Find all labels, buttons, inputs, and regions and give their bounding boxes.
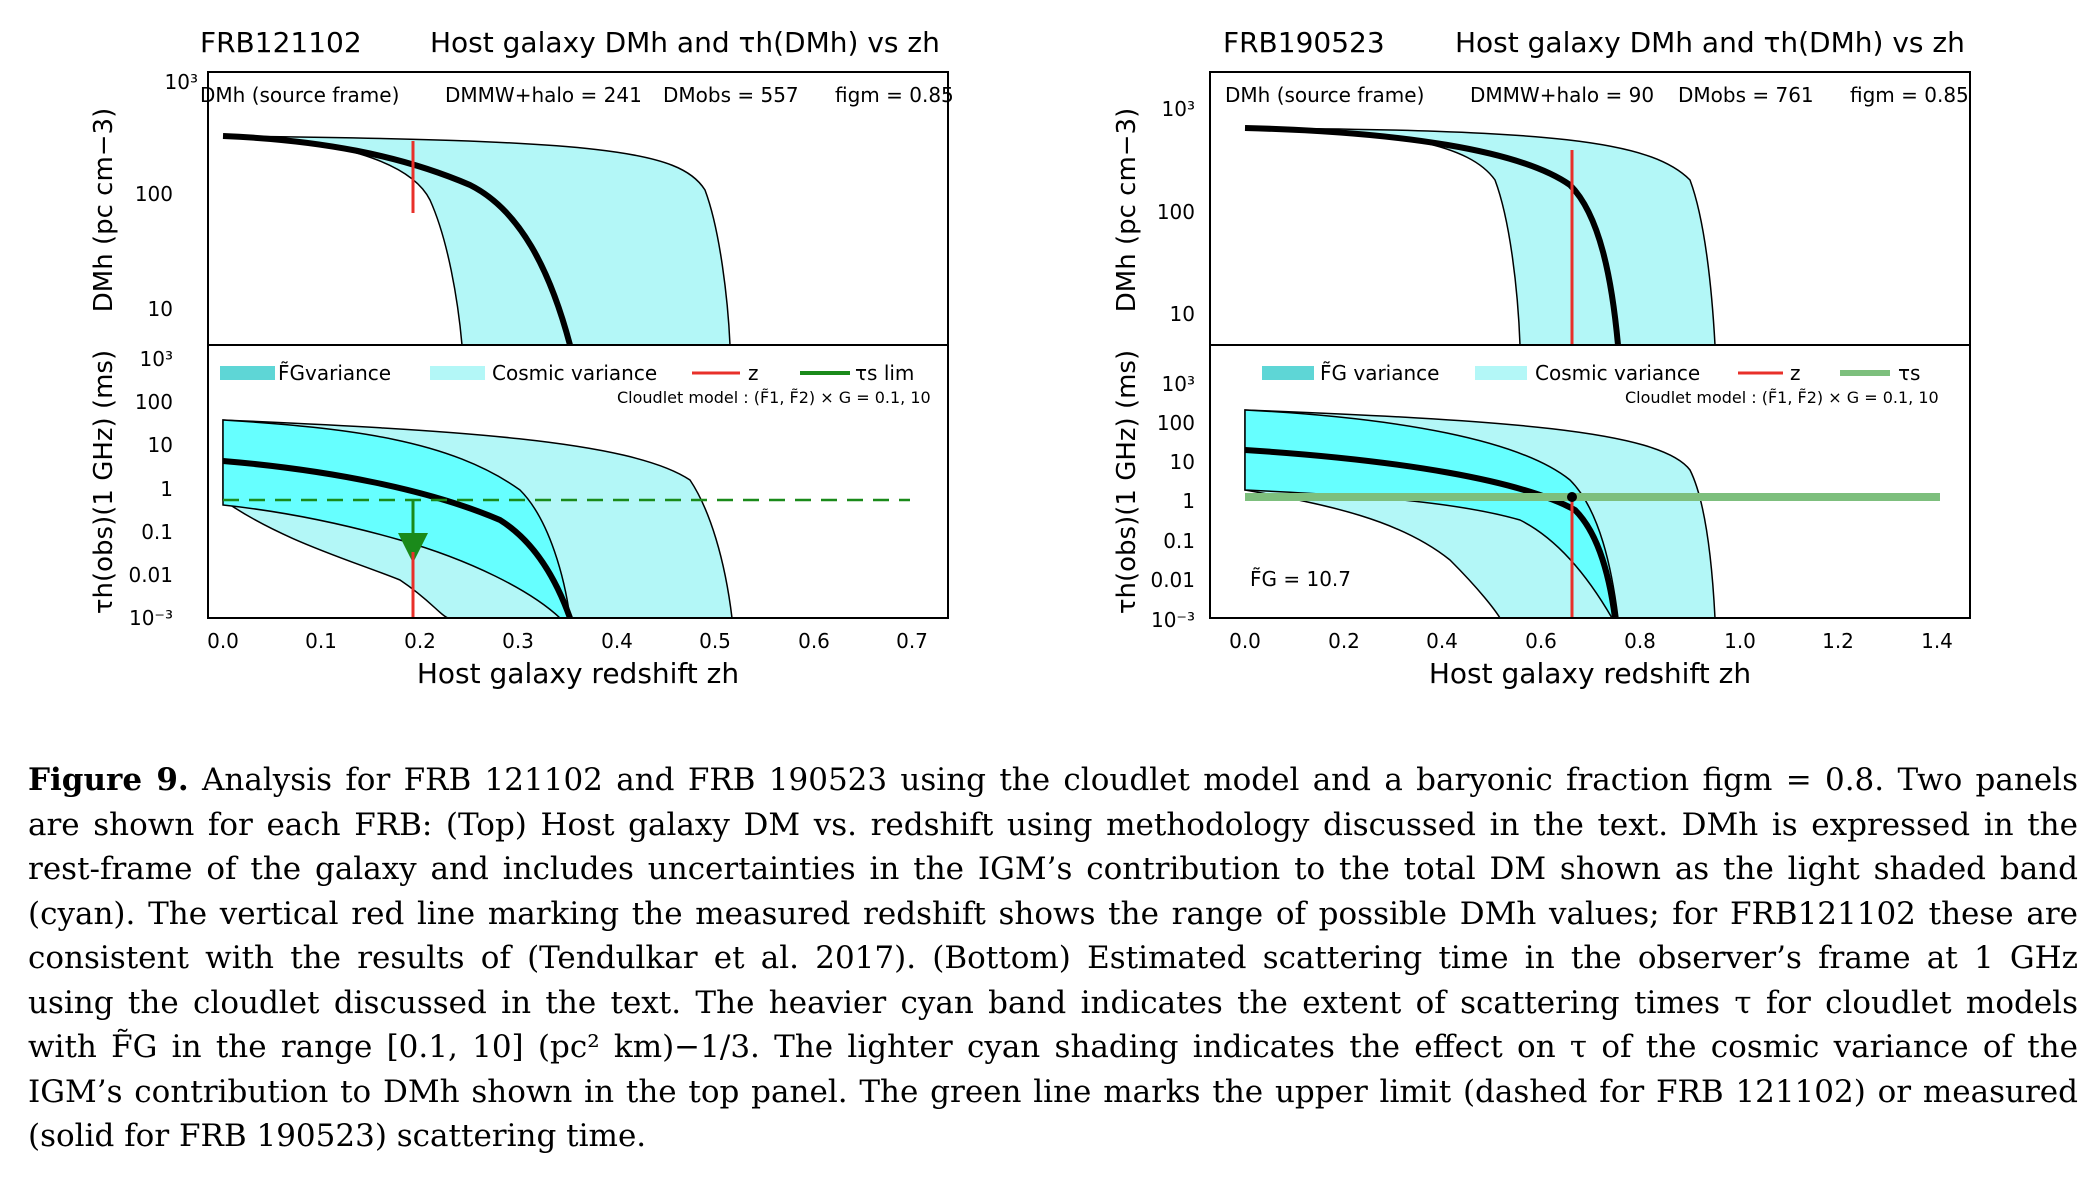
figure-caption: Figure 9. Analysis for FRB 121102 and FR… (28, 758, 2078, 1159)
caption-text: Analysis for FRB 121102 and FRB 190523 u… (202, 762, 2079, 798)
left-xlabel: Host galaxy redshift zh (417, 657, 739, 690)
right-top-ylabel: DMh (pc cm−3) (1112, 108, 1142, 313)
right-legend-fg: F̃G variance (1320, 361, 1439, 385)
left-legend-tau: τs lim (855, 361, 914, 385)
right-bottom-ytick: 0.01 (1150, 568, 1195, 592)
right-xtick: 0.0 (1229, 629, 1261, 653)
right-top-ytick: 100 (1157, 200, 1195, 224)
legend-swatch-cosmic (430, 366, 485, 380)
left-frb-name: FRB121102 (200, 26, 362, 59)
left-bottom-tau-curve (222, 458, 573, 620)
left-xtick: 0.0 (207, 629, 239, 653)
caption-line-3: rest-frame of the galaxy and includes un… (28, 851, 2078, 887)
caption-line-4: (cyan). The vertical red line marking th… (28, 895, 2078, 932)
left-legend-z: z (748, 361, 759, 385)
right-model-note: Cloudlet model : (F̃1, F̃2) × G = 0.1, 1… (1625, 388, 1939, 407)
left-bottom-ytick: 1 (160, 477, 173, 501)
right-bottom-ytick: 100 (1157, 411, 1195, 435)
right-bottom-ytick: 10 (1170, 450, 1195, 474)
right-panel: FRB190523 Host galaxy DMh and τh(DMh) vs… (1112, 26, 1971, 690)
right-xtick: 0.8 (1624, 629, 1656, 653)
right-annot-source-frame: DMh (source frame) (1225, 83, 1424, 107)
right-xtick: 0.2 (1328, 629, 1360, 653)
left-annot-dm-mw: DMMW+halo = 241 (445, 83, 642, 107)
legend-swatch-cosmic (1475, 366, 1527, 380)
right-bottom-axes: F̃G variance Cosmic variance z τs Cloudl… (1112, 344, 1971, 690)
right-top-ytick: 10 (1170, 302, 1195, 326)
left-annot-source-frame: DMh (source frame) (200, 83, 399, 107)
left-xtick: 0.6 (798, 629, 830, 653)
left-bottom-ytick: 10⁻³ (129, 606, 173, 630)
right-annot-dm-mw: DMMW+halo = 90 (1470, 83, 1654, 107)
left-model-note: Cloudlet model : (F̃1, F̃2) × G = 0.1, 1… (617, 388, 931, 407)
left-xtick: 0.4 (601, 629, 633, 653)
left-top-ytick: 10 (148, 297, 173, 321)
right-frb-name: FRB190523 (1223, 26, 1385, 59)
right-top-axes: 10³ 100 10 DMh (source frame) DMMW+halo … (1112, 71, 1971, 346)
left-legend-fg: F̃Gvariance (278, 361, 391, 385)
caption-line-8: IGM’s contribution to DMh shown in the t… (28, 1073, 2078, 1110)
legend-swatch-fg (1262, 366, 1314, 380)
legend-swatch-fg (220, 366, 275, 380)
right-top-ytick: 10³ (1162, 97, 1195, 121)
left-annot-dm-obs: DMobs = 557 (663, 83, 799, 107)
left-bottom-ytick: 0.01 (128, 563, 173, 587)
left-bottom-ytick: 100 (135, 390, 173, 414)
left-top-dm-curve (222, 133, 573, 346)
left-top-ylabel: DMh (pc cm−3) (89, 108, 119, 313)
caption-line-7: with F̃G in the range [0.1, 10] (pc² km)… (28, 1029, 2078, 1065)
left-bottom-ytick: 10 (148, 433, 173, 457)
caption-line-1: Figure 9. Analysis for FRB 121102 and FR… (28, 758, 2078, 803)
left-xtick: 0.5 (699, 629, 731, 653)
right-legend-cosmic: Cosmic variance (1535, 361, 1700, 385)
right-legend-z: z (1790, 361, 1801, 385)
caption-label: Figure 9. (28, 762, 189, 798)
left-top-cosmic-band (222, 135, 731, 346)
right-xtick: 0.6 (1525, 629, 1557, 653)
left-top-axes: 10³ 100 10 DMh (source frame) DMMW+halo … (89, 70, 954, 346)
caption-line-9: (solid for FRB 190523) scattering time. (28, 1118, 647, 1154)
left-bottom-frame (207, 344, 949, 619)
right-fg-note: F̃G = 10.7 (1250, 567, 1351, 591)
right-xtick: 1.0 (1724, 629, 1756, 653)
left-xtick: 0.7 (896, 629, 928, 653)
right-xlabel: Host galaxy redshift zh (1429, 657, 1751, 690)
left-bottom-axes: F̃Gvariance Cosmic variance z τs lim Clo… (89, 344, 949, 690)
right-bottom-ytick: 1 (1182, 489, 1195, 513)
figure-9: FRB121102 Host galaxy DMh and τh(DMh) vs… (89, 26, 1971, 690)
right-xtick: 1.4 (1921, 629, 1953, 653)
caption-line-6: using the cloudlet discussed in the text… (28, 984, 2078, 1021)
left-panel: FRB121102 Host galaxy DMh and τh(DMh) vs… (89, 26, 954, 690)
left-xtick: 0.2 (404, 629, 436, 653)
right-bottom-ylabel: τh(obs)(1 GHz) (ms) (1112, 350, 1142, 614)
caption-line-2: are shown for each FRB: (Top) Host galax… (28, 806, 2078, 843)
caption-line-5: consistent with the results of (Tendulka… (28, 940, 2078, 976)
right-panel-title: Host galaxy DMh and τh(DMh) vs zh (1455, 26, 1965, 59)
right-bottom-measured-point (1567, 492, 1577, 502)
left-bottom-ylabel: τh(obs)(1 GHz) (ms) (89, 350, 119, 614)
left-top-ytick: 10³ (165, 70, 198, 94)
right-bottom-ytick: 0.1 (1163, 529, 1195, 553)
left-bottom-ytick: 0.1 (141, 520, 173, 544)
right-xtick: 1.2 (1822, 629, 1854, 653)
right-annot-figm: figm = 0.85 (1850, 83, 1969, 107)
right-xtick: 0.4 (1426, 629, 1458, 653)
left-legend-cosmic: Cosmic variance (492, 361, 657, 385)
left-top-ytick: 100 (135, 182, 173, 206)
right-legend-tau: τs (1898, 361, 1920, 385)
right-annot-dm-obs: DMobs = 761 (1678, 83, 1814, 107)
right-bottom-ytick: 10³ (1162, 372, 1195, 396)
left-annot-figm: figm = 0.85 (835, 83, 954, 107)
left-xtick: 0.1 (305, 629, 337, 653)
left-bottom-ytick: 10³ (140, 347, 173, 371)
right-top-cosmic-band (1244, 127, 1716, 346)
left-xtick: 0.3 (502, 629, 534, 653)
left-panel-title: Host galaxy DMh and τh(DMh) vs zh (430, 26, 940, 59)
right-bottom-ytick: 10⁻³ (1151, 608, 1195, 632)
right-bottom-frame (1209, 344, 1971, 619)
right-top-dm-curve (1244, 125, 1621, 346)
